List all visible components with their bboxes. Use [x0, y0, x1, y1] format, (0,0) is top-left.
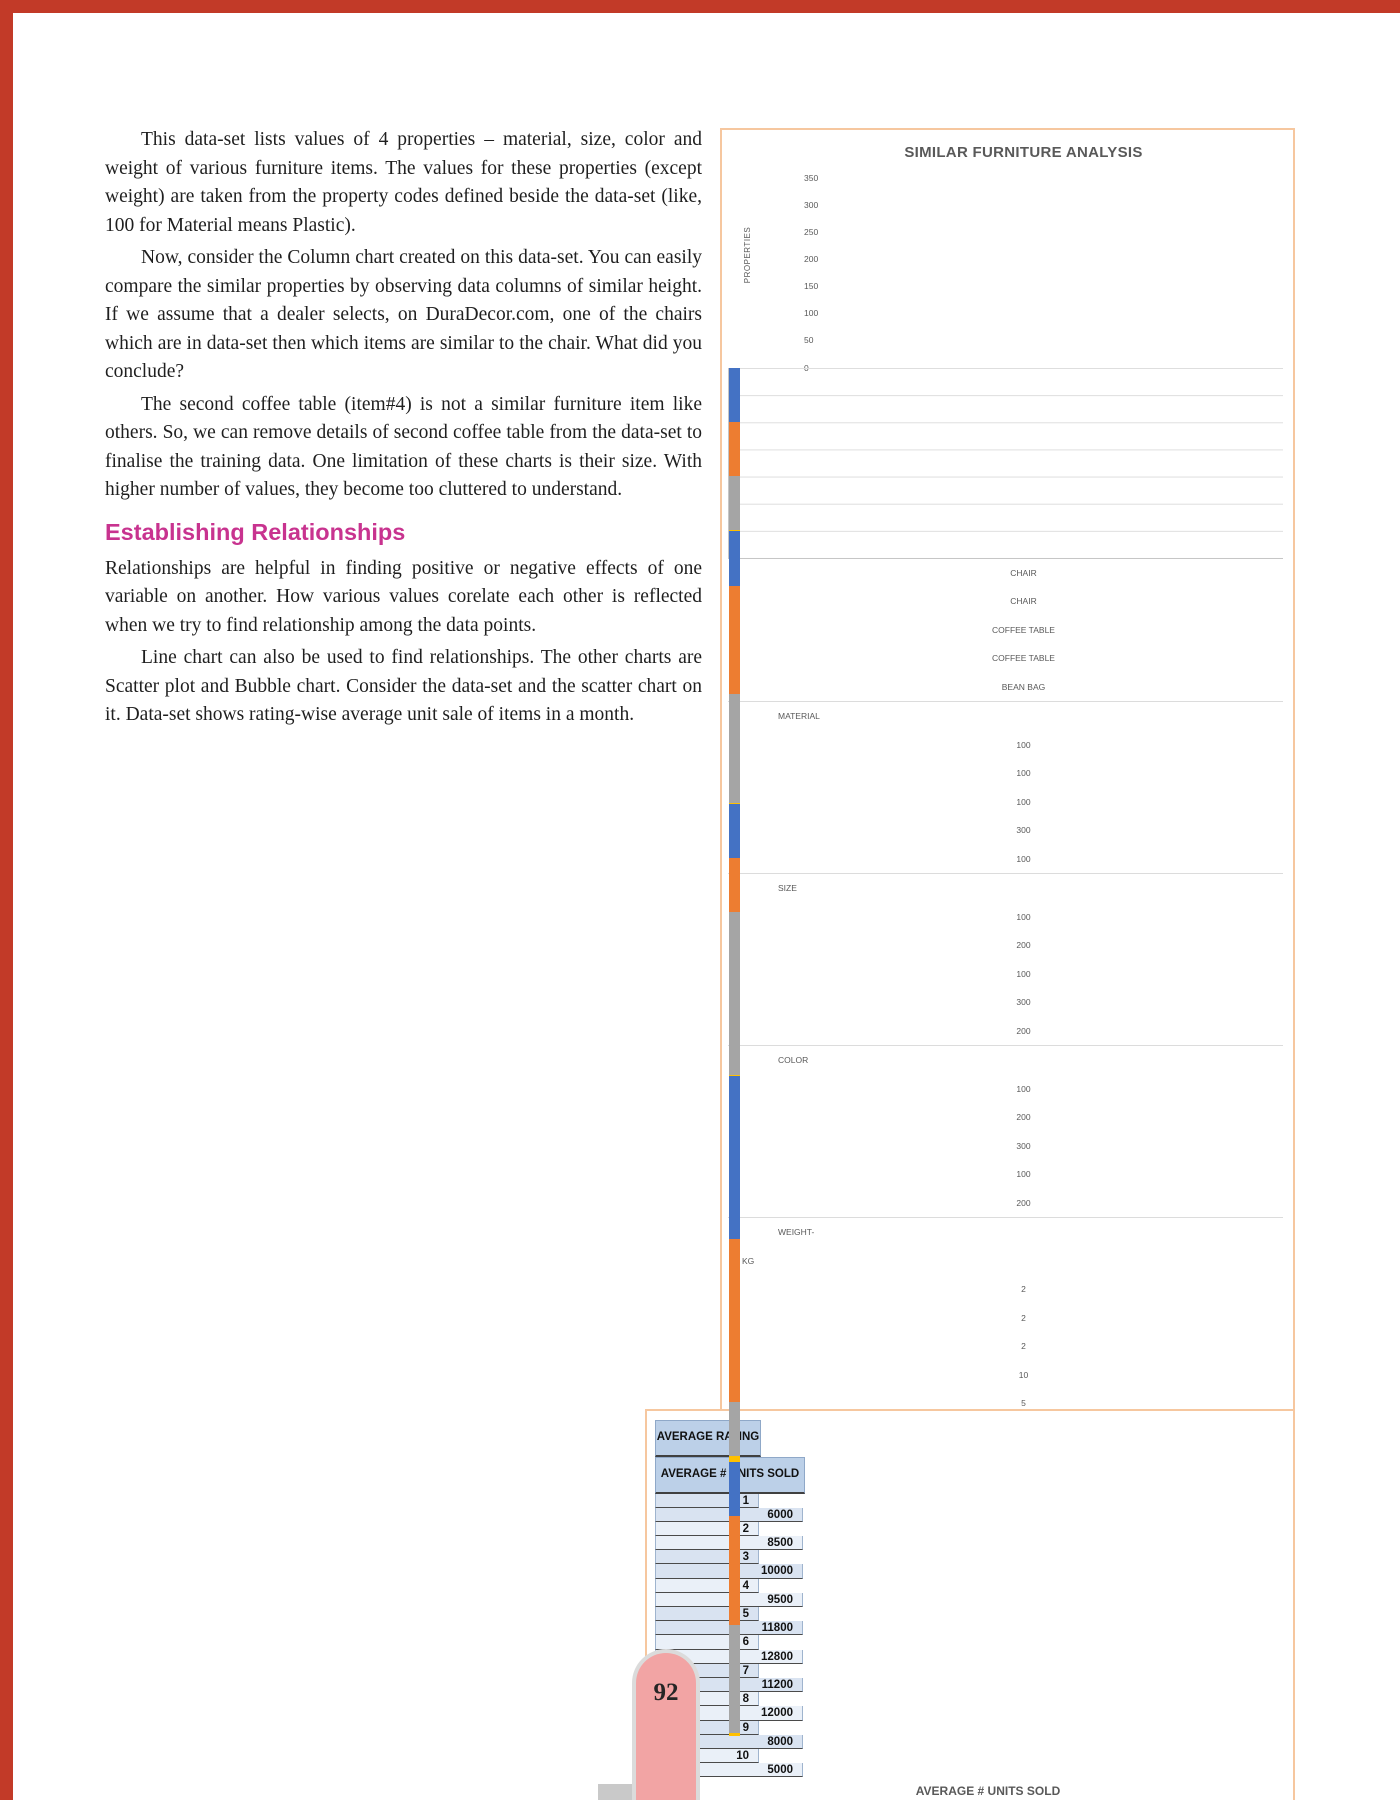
series-name: SIZE [778, 883, 797, 893]
bar [729, 803, 740, 859]
data-value: 300 [1016, 825, 1031, 835]
bar [729, 802, 740, 804]
category-label: COFFEE TABLE [992, 624, 1055, 635]
bar [729, 1239, 740, 1403]
bar [729, 1516, 740, 1625]
page-tab-shadow [598, 1784, 642, 1800]
bar-group [729, 1076, 1283, 1462]
column-chart-body: PROPERTIES350300250200150100500CHAIRCHAI… [728, 172, 1283, 1736]
bar-group [729, 367, 1283, 532]
data-value: 2 [1021, 1312, 1026, 1323]
column-chart-title: SIMILAR FURNITURE ANALYSIS [904, 144, 1143, 161]
data-value: 100 [1016, 768, 1031, 778]
heading-establishing-relationships: Establishing Relationships [105, 518, 406, 545]
data-value: 100 [1016, 796, 1031, 807]
bar-group [729, 531, 1283, 804]
data-value: 5 [1021, 1398, 1026, 1408]
bar [729, 858, 740, 913]
series-name: MATERIAL [778, 711, 820, 721]
data-value: 100 [1016, 739, 1031, 750]
bar [729, 476, 740, 531]
y-tick-label: 300 [804, 199, 819, 210]
bar [729, 367, 740, 422]
data-value: 2 [1021, 1341, 1026, 1351]
bar [729, 1733, 740, 1736]
y-tick-label: 150 [804, 280, 819, 291]
data-value: 100 [1016, 853, 1031, 864]
data-value: 10 [1018, 1369, 1029, 1380]
series-name: COLOR [778, 1055, 809, 1065]
paragraph-dataset-intro: SIMILAR FURNITURE ANALYSIS PROPERTIES 350… [105, 126, 1295, 1736]
paragraph-column-chart: Now, consider the Column chart created o… [105, 244, 1295, 387]
y-tick-label: 200 [804, 253, 819, 264]
paragraph-text: Now, consider the Column chart created o… [105, 247, 702, 382]
page-content: SIMILAR FURNITURE ANALYSIS PROPERTIES 350… [105, 126, 1295, 1800]
paragraph-text: The second coffee table (item#4) is not … [105, 393, 702, 501]
data-value: 100 [1016, 1169, 1031, 1179]
bar [729, 421, 740, 477]
bar-group [729, 803, 1283, 1077]
y-tick-label: 0 [768, 353, 809, 382]
data-value: 100 [1016, 968, 1031, 979]
bar [729, 1456, 740, 1462]
y-axis-title: PROPERTIES [743, 226, 752, 283]
bar [729, 530, 740, 532]
bar [729, 1624, 740, 1734]
data-value: 2 [1021, 1284, 1026, 1294]
bar [729, 1402, 740, 1457]
data-value: 200 [1016, 1025, 1031, 1036]
data-value: 100 [1016, 911, 1031, 922]
paragraph-text: This data-set lists values of 4 properti… [105, 129, 702, 236]
y-tick-label: 350 [804, 172, 819, 183]
category-label: CHAIR [1010, 567, 1037, 578]
data-value: 100 [1016, 1083, 1031, 1094]
data-value: 300 [1016, 1140, 1031, 1151]
data-value: 200 [1016, 940, 1031, 950]
paragraph-relationships: AVERAGE RATING AVERAGE # UNITS SOLD 1 6000 2… [105, 555, 1295, 1800]
category-label: COFFEE TABLE [992, 653, 1055, 663]
y-tick-label: 50 [804, 335, 814, 346]
bar [729, 912, 740, 1076]
data-value: 200 [1016, 1197, 1031, 1208]
bar [729, 1461, 740, 1517]
data-value: 300 [1016, 997, 1031, 1007]
y-tick-label: 100 [804, 307, 819, 318]
scatter-figure: AVERAGE RATING AVERAGE # UNITS SOLD 1 6000 2… [645, 1408, 1295, 1800]
paragraph-text: Line chart can also be used to find rela… [105, 647, 702, 725]
bar [729, 694, 740, 803]
plot-area [728, 367, 1283, 1736]
page-left-accent-bar [0, 0, 13, 1800]
bar [729, 531, 740, 586]
y-axis: PROPERTIES350300250200150100500 [728, 172, 819, 372]
page-number-tab: 92 [632, 1649, 700, 1800]
table-header-cell: AVERAGE RATING [655, 1419, 761, 1457]
data-value: 200 [1016, 1112, 1031, 1122]
page-top-accent-bar [0, 0, 1400, 13]
paragraph-line-chart: Line chart can also be used to find rela… [105, 644, 1295, 730]
bar-chart-plot-row: PROPERTIES 350 300 250 200 150 100 50 0 [728, 172, 1283, 1736]
bar [729, 1075, 740, 1077]
bar [729, 585, 740, 695]
y-tick-label: 250 [804, 226, 819, 237]
scatter-chart-title: AVERAGE # UNITS SOLD [915, 1784, 1061, 1799]
scatter-chart: AVERAGE # UNITS SOLD 1400012000100008000… [655, 1777, 1285, 1800]
series-name: WEIGHT-KG [742, 1227, 815, 1266]
category-row: CHAIR CHAIR COFFEE TABLE COFFEE TABLE BEAN B… [728, 559, 1283, 702]
page-number: 92 [653, 1679, 679, 1706]
bar [729, 1076, 740, 1240]
category-label: BEAN BAG [1001, 681, 1046, 692]
bar-group [729, 1461, 1283, 1736]
paragraph-text: Relationships are helpful in finding pos… [105, 557, 702, 636]
paragraph-coffee-table: The second coffee table (item#4) is not … [105, 391, 1295, 505]
category-label: CHAIR [1010, 596, 1037, 606]
column-chart-figure: SIMILAR FURNITURE ANALYSIS PROPERTIES 350… [720, 128, 1295, 1736]
